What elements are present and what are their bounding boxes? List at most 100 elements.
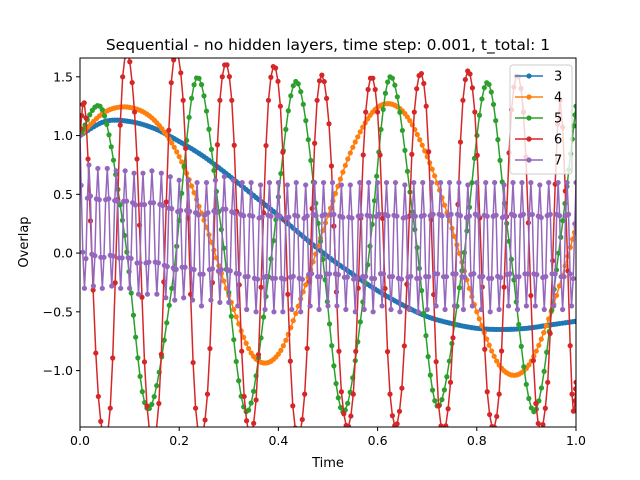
series-point-4: [417, 137, 423, 143]
series-point-6: [487, 411, 493, 418]
series-point-7: [379, 303, 385, 309]
y-tick-label: −1.0: [43, 363, 73, 378]
series-point-5: [382, 90, 389, 96]
series-point-6: [323, 95, 330, 101]
series-point-5: [303, 118, 309, 124]
series-point-7: [528, 179, 534, 186]
series-point-5: [357, 319, 363, 325]
series-point-7: [290, 273, 296, 279]
series-point-4: [293, 310, 299, 317]
series-point-5: [201, 93, 207, 99]
series-point-6: [81, 100, 87, 106]
series-point-7: [198, 303, 205, 309]
series-point-7: [347, 182, 353, 188]
series-point-7: [178, 207, 184, 214]
series-point-5: [412, 226, 418, 233]
series-point-7: [451, 303, 458, 309]
series-point-7: [572, 221, 576, 227]
series-point-5: [196, 75, 202, 81]
series-point-6: [241, 393, 247, 400]
series-point-4: [352, 139, 358, 145]
series-point-7: [430, 211, 436, 217]
series-point-7: [471, 271, 477, 277]
series-point-7: [380, 271, 387, 277]
series-point-7: [546, 179, 552, 186]
series-point-7: [155, 260, 161, 266]
series-point-7: [565, 211, 572, 217]
series-point-4: [233, 314, 239, 320]
series-point-7: [239, 179, 245, 186]
series-point-5: [99, 107, 105, 113]
series-point-7: [329, 179, 336, 186]
series-point-6: [350, 391, 356, 397]
series-point-7: [106, 196, 112, 202]
series-point-5: [106, 132, 112, 138]
series-point-4: [476, 316, 482, 322]
series-point-5: [251, 388, 257, 394]
series-point-4: [221, 278, 227, 284]
series-point-6: [426, 149, 432, 155]
series-point-7: [303, 182, 309, 188]
series-point-5: [149, 401, 155, 407]
series-point-5: [290, 83, 296, 89]
series-point-4: [407, 118, 413, 124]
series-point-6: [190, 359, 196, 366]
series-point-7: [567, 271, 573, 277]
series-point-7: [516, 274, 522, 280]
series-point-7: [448, 211, 454, 217]
series-point-6: [93, 350, 99, 356]
series-point-6: [336, 348, 342, 354]
series-point-4: [342, 162, 348, 169]
series-point-6: [127, 59, 133, 65]
series-point-7: [167, 174, 173, 180]
series-point-6: [112, 280, 118, 286]
series-point-6: [326, 121, 332, 127]
series-point-4: [337, 176, 343, 182]
series-point-4: [491, 353, 497, 359]
series-point-7: [99, 285, 105, 291]
series-point-5: [367, 243, 373, 249]
series-point-5: [541, 368, 547, 374]
series-point-6: [399, 385, 405, 391]
series-point-5: [392, 82, 398, 88]
series-point-6: [411, 109, 417, 115]
series-point-5: [425, 354, 431, 360]
series-point-4: [414, 131, 420, 138]
series-point-7: [406, 306, 412, 313]
series-point-5: [130, 312, 137, 318]
series-point-6: [163, 199, 169, 205]
series-point-6: [321, 78, 327, 85]
series-point-5: [490, 101, 497, 108]
series-point-6: [482, 346, 488, 352]
series-point-7: [552, 271, 558, 277]
series-point-7: [358, 212, 364, 218]
series-point-7: [366, 179, 372, 186]
series-point-6: [139, 294, 145, 300]
series-point-7: [119, 255, 125, 261]
series-point-4: [171, 144, 177, 150]
series-point-7: [498, 274, 504, 281]
series-point-7: [182, 264, 188, 270]
series-point-7: [115, 198, 121, 205]
series-point-5: [385, 79, 391, 85]
series-point-4: [486, 342, 492, 348]
series-point-5: [191, 82, 197, 88]
series-point-7: [163, 295, 169, 301]
series-point-7: [435, 271, 441, 277]
series-point-4: [489, 348, 495, 354]
series-point-5: [481, 85, 487, 91]
series-point-7: [284, 182, 290, 188]
series-point-6: [433, 359, 439, 365]
series-point-4: [422, 148, 428, 154]
series-point-7: [244, 306, 250, 313]
series-point-7: [519, 179, 525, 186]
series-point-7: [532, 303, 538, 309]
series-point-5: [139, 389, 145, 395]
series-point-5: [268, 256, 274, 262]
series-point-5: [154, 383, 160, 389]
series-point-5: [560, 218, 566, 224]
series-point-7: [421, 212, 427, 218]
series-point-7: [230, 177, 236, 183]
series-point-7: [480, 273, 486, 280]
series-point-7: [505, 303, 512, 309]
